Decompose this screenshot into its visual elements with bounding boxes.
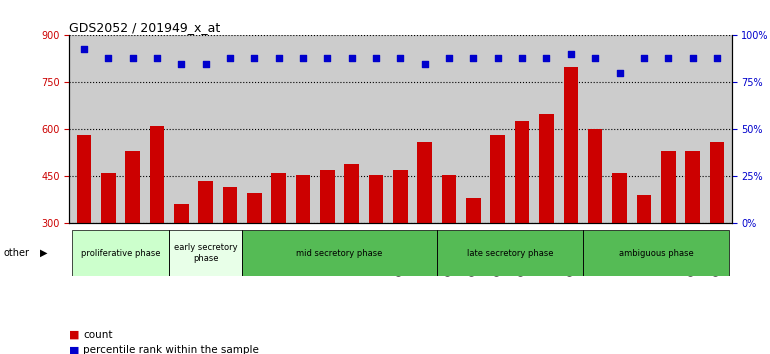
- Point: [321, 55, 333, 61]
- Point: [248, 55, 260, 61]
- Point: [589, 55, 601, 61]
- Text: other: other: [4, 248, 30, 258]
- Bar: [101, 173, 116, 317]
- Bar: [242, 230, 437, 276]
- Point: [394, 55, 407, 61]
- Bar: [271, 173, 286, 317]
- Text: mid secretory phase: mid secretory phase: [296, 249, 383, 258]
- Text: GDS2052 / 201949_x_at: GDS2052 / 201949_x_at: [69, 21, 220, 34]
- Bar: [296, 175, 310, 317]
- Text: ■: ■: [69, 330, 80, 339]
- Bar: [539, 114, 554, 317]
- Bar: [515, 121, 530, 317]
- Point: [297, 55, 310, 61]
- Point: [151, 55, 163, 61]
- Bar: [393, 170, 407, 317]
- Point: [346, 55, 358, 61]
- Bar: [583, 230, 729, 276]
- Bar: [174, 204, 189, 317]
- Bar: [320, 170, 335, 317]
- Point: [370, 55, 382, 61]
- Bar: [637, 195, 651, 317]
- Bar: [247, 193, 262, 317]
- Point: [126, 55, 139, 61]
- Bar: [199, 181, 213, 317]
- Point: [541, 55, 553, 61]
- Point: [78, 46, 90, 51]
- Bar: [417, 142, 432, 317]
- Point: [614, 70, 626, 76]
- Bar: [710, 142, 725, 317]
- Bar: [437, 230, 583, 276]
- Bar: [442, 175, 457, 317]
- Bar: [76, 136, 91, 317]
- Point: [467, 55, 480, 61]
- Text: percentile rank within the sample: percentile rank within the sample: [83, 346, 259, 354]
- Bar: [685, 151, 700, 317]
- Point: [224, 55, 236, 61]
- Bar: [466, 198, 480, 317]
- Bar: [344, 164, 359, 317]
- Point: [419, 61, 431, 67]
- Bar: [612, 173, 627, 317]
- Point: [662, 55, 675, 61]
- Point: [102, 55, 115, 61]
- Text: proliferative phase: proliferative phase: [81, 249, 160, 258]
- Bar: [661, 151, 675, 317]
- Bar: [564, 67, 578, 317]
- Bar: [490, 136, 505, 317]
- Point: [564, 51, 577, 57]
- Bar: [223, 187, 237, 317]
- Bar: [369, 175, 383, 317]
- Bar: [72, 230, 169, 276]
- Point: [443, 55, 455, 61]
- Bar: [149, 126, 164, 317]
- Point: [686, 55, 698, 61]
- Bar: [588, 129, 602, 317]
- Text: count: count: [83, 330, 112, 339]
- Point: [516, 55, 528, 61]
- Text: ▶: ▶: [40, 248, 48, 258]
- Text: late secretory phase: late secretory phase: [467, 249, 553, 258]
- Point: [273, 55, 285, 61]
- Point: [199, 61, 212, 67]
- Bar: [169, 230, 242, 276]
- Bar: [126, 151, 140, 317]
- Point: [711, 55, 723, 61]
- Point: [491, 55, 504, 61]
- Text: ambiguous phase: ambiguous phase: [618, 249, 694, 258]
- Text: ■: ■: [69, 346, 80, 354]
- Point: [638, 55, 650, 61]
- Point: [175, 61, 187, 67]
- Text: early secretory
phase: early secretory phase: [174, 244, 237, 263]
